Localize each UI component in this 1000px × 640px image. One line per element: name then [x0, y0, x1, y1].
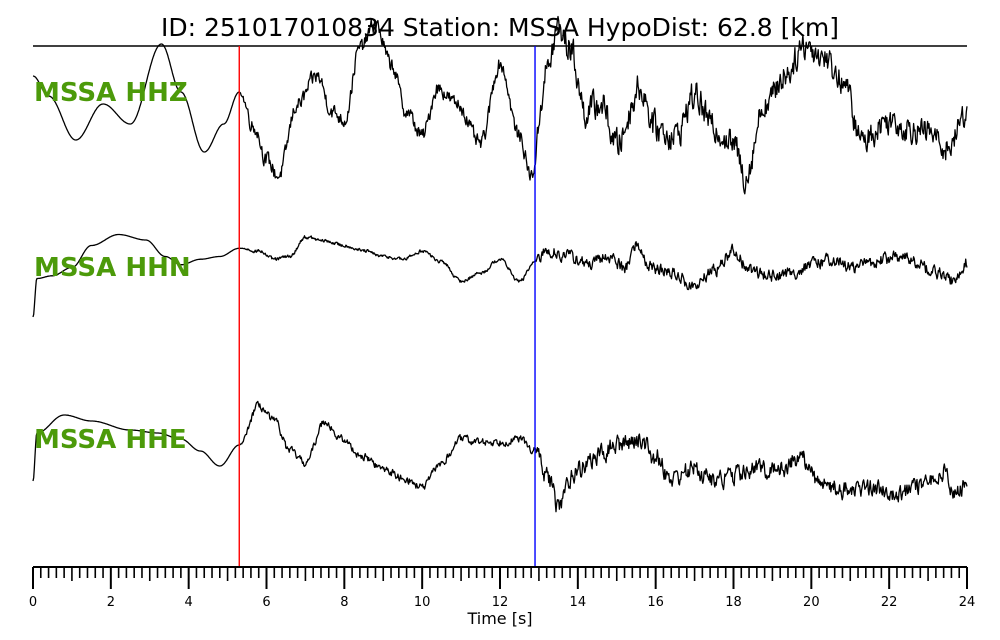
x-tick-label: 2: [107, 595, 115, 610]
x-tick-label: 20: [803, 595, 820, 610]
plot-title: ID: 251017010834 Station: MSSA HypoDist:…: [161, 13, 839, 42]
channel-label-mssa-hhn: MSSA HHN: [34, 253, 191, 283]
channel-label-mssa-hhe: MSSA HHE: [34, 425, 187, 455]
x-tick-label: 16: [647, 595, 664, 610]
x-tick-label: 10: [414, 595, 431, 610]
waveform-trace-mssa-hhn: [32, 233, 968, 318]
x-tick-label: 22: [881, 595, 898, 610]
phase-pick-lines: [238, 46, 536, 567]
waveform-trace-mssa-hhe: [32, 400, 968, 513]
x-tick-label: 0: [29, 595, 37, 610]
x-axis-label: Time [s]: [466, 609, 532, 628]
time-axis: 0 2 4 6 8 10 12 14 16 18 20 22 24: [29, 566, 976, 610]
channel-labels: MSSA HHZ MSSA HHN MSSA HHE: [34, 78, 191, 455]
x-tick-label: 18: [725, 595, 742, 610]
x-tick-label: 4: [185, 595, 193, 610]
x-tick-label: 24: [959, 595, 976, 610]
channel-label-mssa-hhz: MSSA HHZ: [34, 78, 188, 108]
waveform-trace-mssa-hhz: [32, 15, 968, 195]
x-tick-label: 8: [340, 595, 348, 610]
x-tick-label: 6: [262, 595, 270, 610]
waveform-traces: [32, 15, 968, 513]
x-tick-label: 12: [492, 595, 509, 610]
x-tick-label: 14: [570, 595, 587, 610]
